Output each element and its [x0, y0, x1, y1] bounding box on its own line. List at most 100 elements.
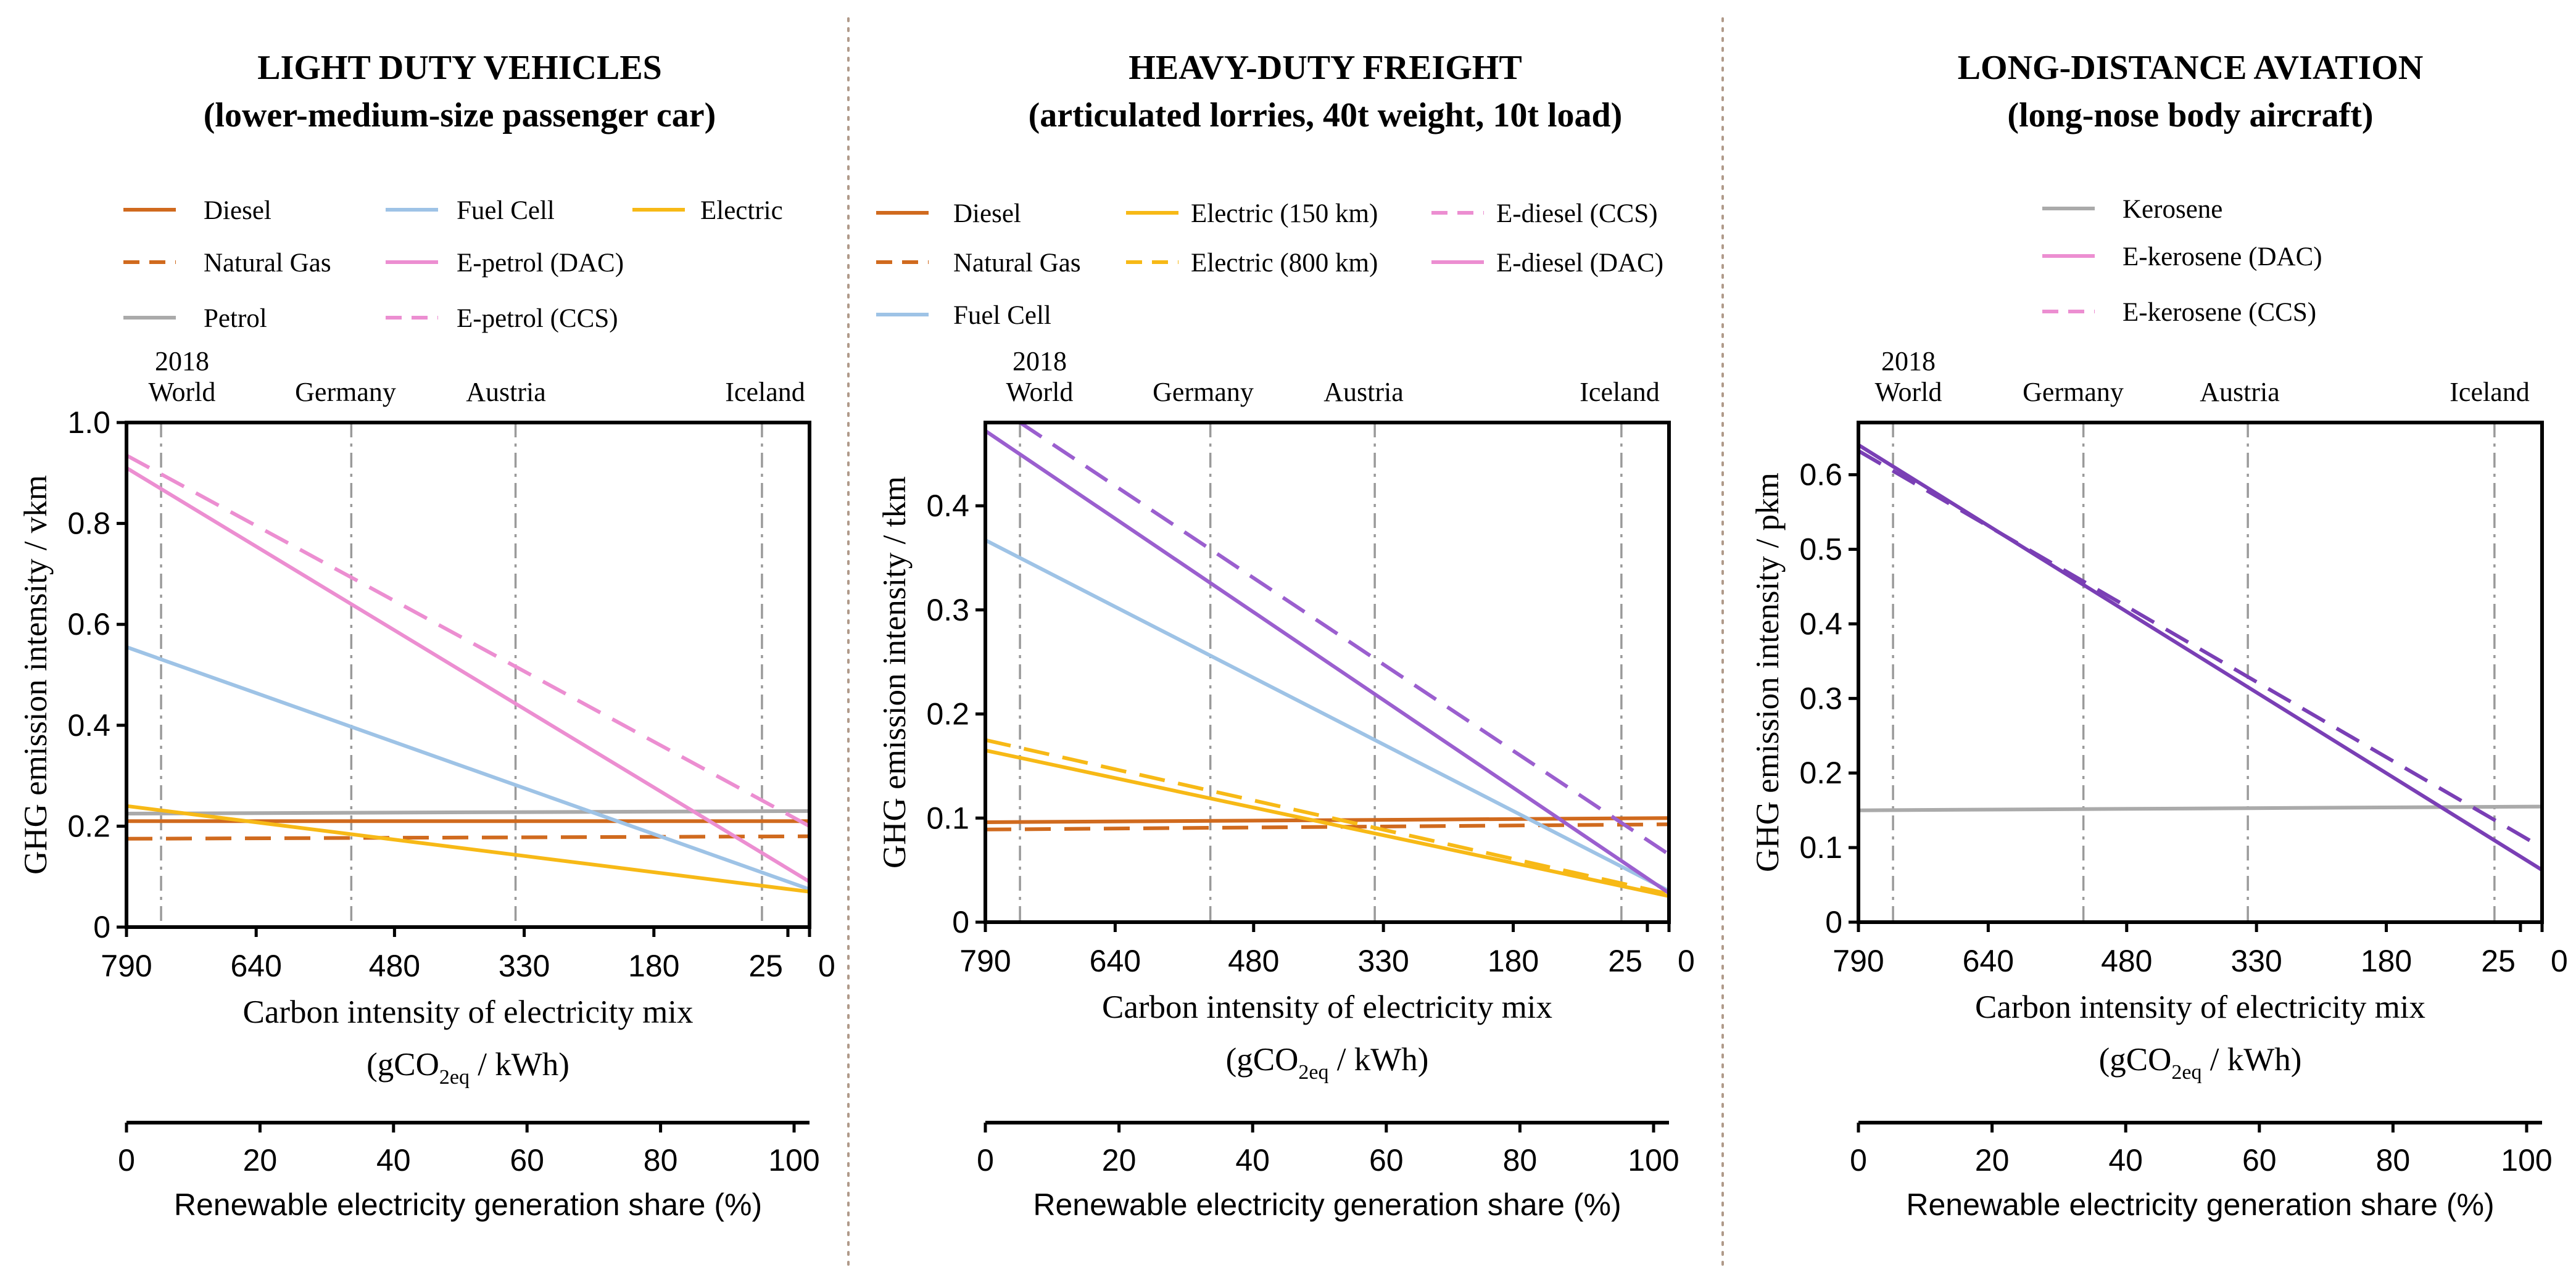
share-tick-label: 0 [118, 1143, 135, 1178]
legend-label: Electric (150 km) [1191, 199, 1378, 228]
share-tick-label: 20 [1102, 1143, 1137, 1178]
x-tick-label: 480 [1228, 944, 1279, 978]
series-line [1857, 443, 2543, 872]
share-tick-label: 0 [977, 1143, 994, 1178]
y-tick-label: 0.4 [926, 489, 969, 523]
series-line [1019, 421, 1670, 856]
panel-subtitle: (lower-medium-size passenger car) [204, 96, 716, 134]
x-tick-label: 25 [1608, 944, 1642, 978]
legend-label: E-diesel (CCS) [1496, 199, 1658, 228]
legend-label: E-kerosene (CCS) [2123, 298, 2316, 327]
legend-label: Electric [700, 196, 783, 225]
share-tick-label: 20 [1975, 1143, 2010, 1178]
share-axis-label: Renewable electricity generation share (… [174, 1187, 762, 1222]
y-tick-label: 0.6 [1799, 458, 1842, 492]
reference-label: Germany [2023, 377, 2124, 407]
x-tick-label: 330 [2230, 944, 2282, 978]
reference-label: World [1006, 377, 1074, 407]
series-line [985, 822, 1670, 831]
y-tick-label: 0.1 [1799, 830, 1842, 865]
reference-label: Austria [466, 377, 546, 407]
series-line [125, 645, 811, 891]
panel-title: HEAVY-DUTY FREIGHT [1129, 49, 1522, 87]
series-line [125, 466, 811, 883]
plot-frame [125, 421, 811, 929]
y-tick-label: 0.1 [926, 801, 969, 835]
legend-label: Fuel Cell [953, 301, 1051, 330]
x-tick-label: 180 [1488, 944, 1539, 978]
x-axis-unit: (gCO2eq / kWh) [367, 1047, 569, 1089]
y-tick-label: 0.4 [1799, 606, 1842, 641]
share-tick-label: 40 [376, 1143, 411, 1178]
series-line [1858, 804, 2543, 812]
legend-label: Diesel [953, 199, 1021, 228]
x-tick-label: 640 [1963, 944, 2014, 978]
x-tick-label: 330 [499, 949, 550, 983]
share-tick-label: 20 [243, 1143, 278, 1178]
y-tick-label: 0 [952, 905, 969, 939]
share-tick-label: 40 [1235, 1143, 1270, 1178]
panel-2: HEAVY-DUTY FREIGHT (articulated lorries, … [876, 49, 1695, 1222]
panel-title: LONG-DISTANCE AVIATION [1958, 49, 2424, 87]
x-axis-label: Carbon intensity of electricity mix [1975, 989, 2425, 1025]
y-tick-label: 0 [1825, 905, 1842, 939]
x-tick-label: 790 [959, 944, 1011, 978]
x-tick-label: 640 [1090, 944, 1141, 978]
share-tick-label: 60 [510, 1143, 544, 1178]
reference-label: Austria [2200, 377, 2280, 407]
legend-label: E-petrol (CCS) [457, 304, 618, 333]
panel-title: LIGHT DUTY VEHICLES [257, 49, 662, 87]
panel-subtitle: (articulated lorries, 40t weight, 10t lo… [1029, 96, 1623, 134]
x-axis-label: Carbon intensity of electricity mix [242, 994, 693, 1030]
legend: Diesel Natural Gas Petrol Fuel Cell E-petrol… [123, 196, 783, 333]
y-axis-label: GHG emission intensity / vkm [18, 475, 54, 875]
x-tick-label: 790 [101, 949, 152, 983]
y-tick-label: 0.2 [1799, 756, 1842, 790]
y-tick-label: 0.3 [926, 593, 969, 627]
legend-label: Diesel [204, 196, 271, 225]
share-tick-label: 80 [2376, 1143, 2411, 1178]
x-axis-unit: (gCO2eq / kWh) [1226, 1042, 1429, 1084]
series-line [126, 809, 810, 815]
series-line [985, 816, 1670, 824]
y-tick-label: 1.0 [67, 405, 110, 440]
series-line [1857, 449, 2543, 849]
reference-label: Austria [1323, 377, 1404, 407]
year-label: 2018 [1013, 346, 1067, 376]
plot-frame [1857, 421, 2544, 924]
x-tick-label: 25 [748, 949, 783, 983]
x-tick-label: 0 [1678, 944, 1695, 978]
year-label: 2018 [1881, 346, 1936, 376]
legend-label: Kerosene [2123, 195, 2222, 224]
share-axis-label: Renewable electricity generation share (… [1906, 1187, 2494, 1222]
y-tick-label: 0.8 [67, 506, 110, 541]
y-tick-label: 0.5 [1799, 532, 1842, 567]
plot-frame [984, 421, 1671, 924]
y-tick-label: 0.3 [1799, 681, 1842, 716]
legend: Diesel Natural Gas Fuel Cell Electric (150 … [876, 199, 1663, 330]
share-tick-label: 80 [1503, 1143, 1538, 1178]
panel-3: LONG-DISTANCE AVIATION (long-nose body ai… [1750, 49, 2568, 1222]
x-tick-label: 480 [2101, 944, 2152, 978]
share-tick-label: 100 [768, 1143, 819, 1178]
series-line [985, 748, 1670, 898]
legend-label: E-kerosene (DAC) [2123, 242, 2322, 271]
y-tick-label: 0.6 [67, 607, 110, 642]
series-line [125, 453, 811, 828]
x-tick-label: 640 [230, 949, 281, 983]
legend-label: Natural Gas [953, 249, 1081, 278]
y-axis-label: GHG emission intensity / pkm [1750, 472, 1786, 872]
legend-label: Electric (800 km) [1191, 249, 1378, 278]
x-tick-label: 480 [369, 949, 420, 983]
legend-label: Natural Gas [204, 249, 331, 278]
panel-subtitle: (long-nose body aircraft) [2007, 96, 2373, 134]
panel-1: LIGHT DUTY VEHICLES (lower-medium-size pa… [18, 49, 835, 1222]
share-tick-label: 40 [2108, 1143, 2143, 1178]
legend-label: Petrol [204, 304, 267, 333]
legend-label: E-petrol (DAC) [457, 249, 624, 278]
share-axis-label: Renewable electricity generation share (… [1033, 1187, 1621, 1222]
y-tick-label: 0 [93, 910, 110, 944]
reference-label: Germany [1153, 377, 1254, 407]
y-axis-label: GHG emission intensity / tkm [877, 476, 913, 868]
